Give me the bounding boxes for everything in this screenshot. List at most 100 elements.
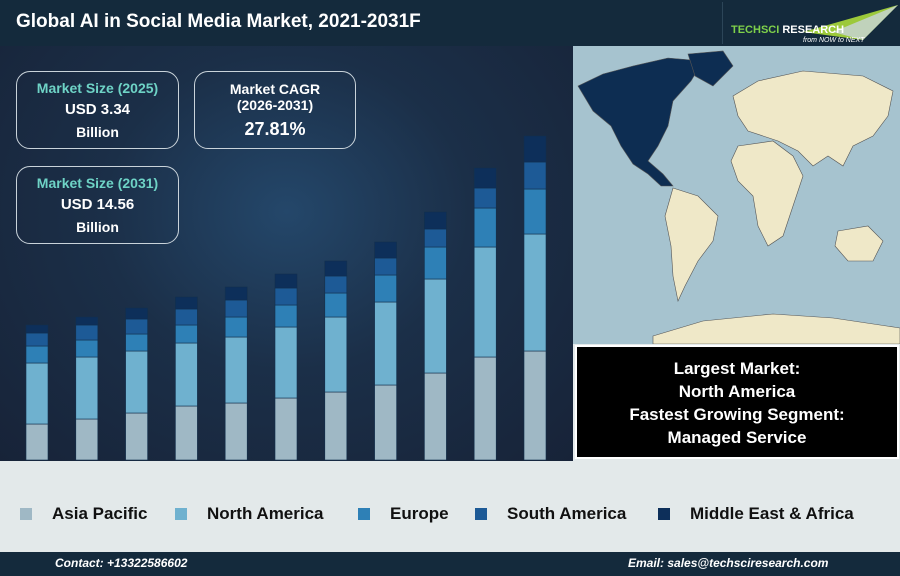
page-title: Global AI in Social Media Market, 2021-2…: [16, 11, 421, 32]
card-unit: Billion: [76, 124, 119, 140]
card-value: USD 3.34: [64, 101, 131, 118]
legend-item-asia-pacific: Asia Pacific: [20, 504, 147, 524]
bar-segment-europe: [523, 188, 547, 235]
bar-segment-asia-pacific: [324, 391, 348, 461]
bar-segment-asia-pacific: [224, 402, 248, 461]
bar-segment-south-america: [324, 275, 348, 294]
bar-segment-asia-pacific: [374, 384, 397, 461]
legend-label: North America: [207, 504, 324, 523]
bar-segment-north-america: [473, 246, 497, 358]
legend-swatch: [175, 508, 187, 520]
bar-segment-south-america: [224, 299, 248, 318]
bar-segment-south-america: [25, 332, 49, 347]
bar-segment-north-america: [175, 342, 198, 407]
bar-segment-north-america: [224, 336, 248, 404]
fastest-segment-label: Fastest Growing Segment:: [629, 405, 845, 424]
antarctica-shape: [652, 313, 900, 345]
x-axis-strip: [0, 461, 573, 478]
legend-item-north-america: North America: [175, 504, 324, 524]
largest-market-label: Largest Market:: [673, 359, 801, 378]
australia-shape: [834, 225, 884, 262]
footer: Contact: +13322586602 Email: sales@techs…: [0, 552, 900, 576]
bar-segment-middle-east-africa: [175, 296, 198, 310]
bar-segment-north-america: [125, 350, 148, 414]
card-label: Market Size (2031): [36, 175, 159, 191]
card-label: Market CAGR (2026-2031): [229, 81, 321, 113]
bar-segment-europe: [374, 274, 397, 303]
fastest-segment-value: Managed Service: [667, 428, 807, 447]
bar-segment-europe: [473, 207, 497, 248]
bar-segment-europe: [175, 324, 198, 344]
bar-segment-asia-pacific: [175, 405, 198, 461]
bar-segment-south-america: [75, 324, 99, 341]
legend-swatch: [358, 508, 370, 520]
legend-swatch: [475, 508, 487, 520]
bar-segment-middle-east-africa: [473, 167, 497, 189]
bar-segment-europe: [324, 292, 348, 318]
bar-segment-europe: [75, 339, 99, 358]
bar-segment-north-america: [25, 362, 49, 425]
world-map: [573, 46, 900, 345]
contact-email: Email: sales@techsciresearch.com: [628, 556, 829, 570]
bar-segment-europe: [224, 316, 248, 338]
bar-segment-middle-east-africa: [75, 316, 99, 326]
north-america-shape: [577, 57, 704, 187]
greenland-shape: [687, 50, 734, 87]
card-value: 27.81%: [244, 119, 306, 139]
bar-segment-middle-east-africa: [374, 241, 397, 259]
bar-segment-asia-pacific: [75, 418, 99, 461]
svg-text:TECHSCI RESEARCH: TECHSCI RESEARCH: [731, 24, 844, 36]
bar-segment-south-america: [175, 308, 198, 326]
bar-segment-middle-east-africa: [25, 324, 49, 334]
bar-segment-europe: [25, 345, 49, 364]
south-america-shape: [664, 187, 719, 302]
card-unit: Billion: [76, 219, 119, 235]
bar-segment-north-america: [374, 301, 397, 386]
bar-segment-europe: [125, 333, 148, 352]
bar-segment-middle-east-africa: [224, 286, 248, 301]
largest-market-value: North America: [678, 382, 796, 401]
legend-swatch: [658, 508, 670, 520]
bar-segment-south-america: [374, 257, 397, 276]
bar-segment-asia-pacific: [125, 412, 148, 461]
bar-segment-asia-pacific: [424, 372, 447, 461]
header: Global AI in Social Media Market, 2021-2…: [0, 0, 900, 46]
bar-segment-middle-east-africa: [324, 260, 348, 277]
legend-swatch: [20, 508, 32, 520]
bar-segment-south-america: [473, 187, 497, 209]
bar-segment-asia-pacific: [473, 356, 497, 461]
bar-segment-north-america: [75, 356, 99, 420]
bar-segment-middle-east-africa: [274, 273, 298, 289]
bar-segment-south-america: [125, 318, 148, 335]
bar-segment-south-america: [274, 287, 298, 306]
bar-segment-middle-east-africa: [125, 307, 148, 320]
market-size-2031-card: Market Size (2031) USD 14.56 Billion: [16, 166, 179, 244]
bar-segment-asia-pacific: [274, 397, 298, 461]
legend: Asia Pacific North America Europe South …: [0, 478, 900, 552]
svg-text:from NOW to NEXT: from NOW to NEXT: [803, 37, 865, 44]
bar-segment-europe: [274, 304, 298, 328]
legend-label: Europe: [390, 504, 449, 523]
contact-phone: Contact: +13322586602: [55, 556, 188, 570]
legend-label: Asia Pacific: [52, 504, 148, 523]
bar-segment-asia-pacific: [25, 423, 49, 461]
techsci-logo: TECHSCI RESEARCH from NOW to NEXT: [722, 2, 900, 44]
market-size-2025-card: Market Size (2025) USD 3.34 Billion: [16, 71, 179, 149]
eurasia-shape: [732, 70, 894, 167]
bar-segment-south-america: [523, 161, 547, 190]
bar-segment-middle-east-africa: [424, 211, 447, 230]
bar-segment-north-america: [274, 326, 298, 399]
bar-segment-europe: [424, 246, 447, 280]
bar-segment-asia-pacific: [523, 350, 547, 461]
bar-segment-north-america: [523, 233, 547, 352]
bar-segment-north-america: [324, 316, 348, 393]
legend-item-europe: Europe: [358, 504, 449, 524]
bar-segment-south-america: [424, 228, 447, 248]
legend-label: Middle East & Africa: [690, 504, 854, 523]
legend-item-south-america: South America: [475, 504, 626, 524]
legend-label: South America: [507, 504, 627, 523]
stacked-bar-chart: 202120222023202420252026E2027F2028F2029F…: [25, 135, 551, 478]
bar-segment-north-america: [424, 278, 447, 374]
card-label: Market Size (2025): [36, 80, 159, 96]
legend-item-middle-east-africa: Middle East & Africa: [658, 504, 854, 524]
